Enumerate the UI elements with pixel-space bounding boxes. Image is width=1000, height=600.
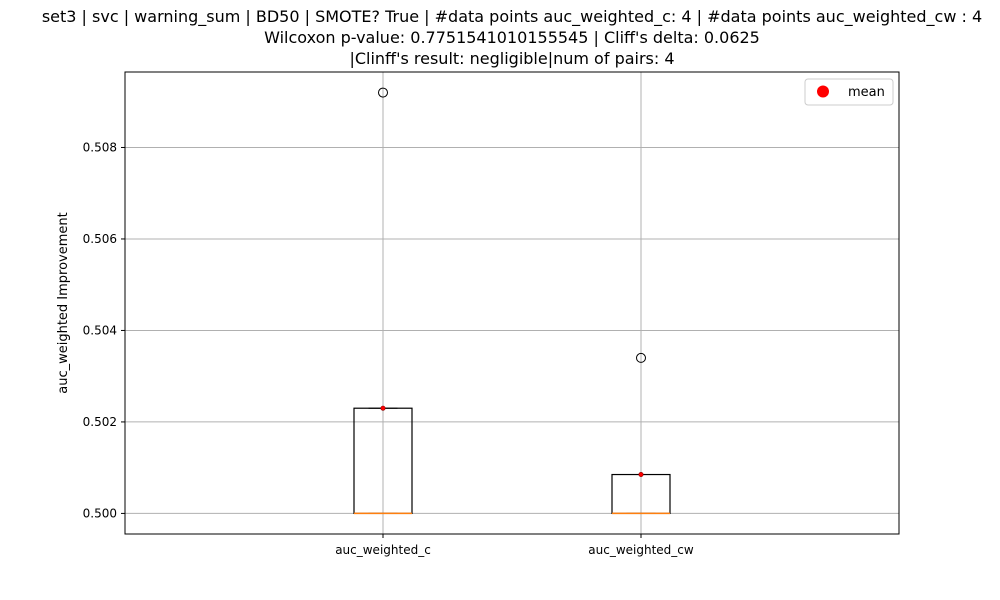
chart-title: set3 | svc | warning_sum | BD50 | SMOTE?… — [42, 7, 982, 68]
legend-frame — [804, 78, 894, 106]
box-outlier — [636, 352, 646, 363]
y-tick-label: 0.502 — [83, 415, 117, 429]
legend: mean — [804, 78, 894, 106]
box-mean-marker — [638, 472, 644, 478]
chart-title-line: set3 | svc | warning_sum | BD50 | SMOTE?… — [42, 7, 982, 27]
y-tick-label: 0.500 — [83, 506, 117, 520]
chart-title-line: Wilcoxon p-value: 0.7751541010155545 | C… — [264, 28, 760, 47]
y-tick-label: 0.508 — [83, 140, 117, 154]
legend-mean-marker — [817, 85, 829, 98]
grid-layer — [125, 72, 899, 534]
chart-title-line: |Clinff's result: negligible|num of pair… — [349, 49, 674, 68]
y-tick-label: 0.504 — [83, 323, 117, 337]
x-tick-label: auc_weighted_cw — [588, 543, 694, 557]
plot-frame — [124, 71, 900, 535]
legend-label-mean: mean — [848, 85, 885, 100]
axes-layer: 0.500 0.502 0.504 0.506 0.508 auc_weighted_c a… — [83, 71, 900, 557]
y-tick-label: 0.506 — [83, 232, 117, 246]
box-mean-marker — [380, 405, 386, 411]
x-tick-label: auc_weighted_c — [335, 543, 431, 557]
y-axis-label: auc_weighted Improvement — [56, 212, 71, 394]
box-outlier — [378, 87, 388, 98]
marks-layer — [353, 87, 671, 515]
